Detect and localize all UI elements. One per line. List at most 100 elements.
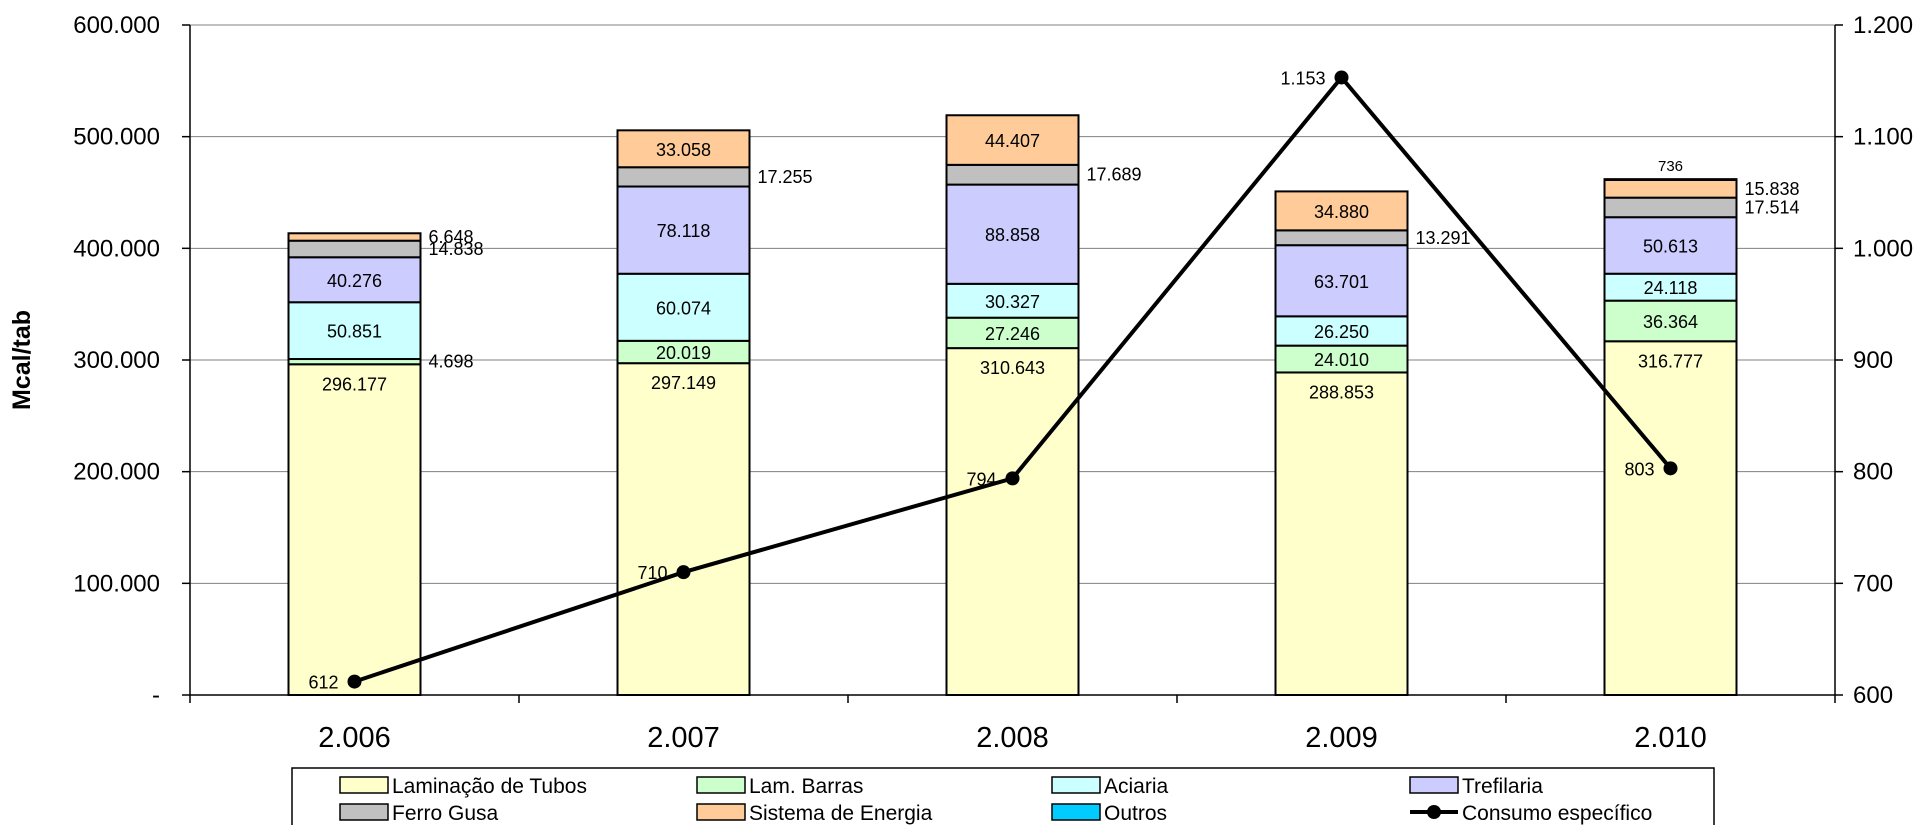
bar-data-label: 26.250 [1314,322,1369,342]
bar-segment [1274,244,1409,318]
y-axis-label: Mcal/tab [8,310,36,410]
y-tick-label: 600.000 [73,12,160,39]
x-tick-label: 2.008 [976,722,1049,754]
legend-box [291,767,1715,825]
bar-data-label: 316.777 [1638,351,1703,371]
bar-segment [287,301,422,361]
line-data-label: 710 [637,563,667,583]
bar-segment [287,363,422,696]
y2-tick-label: 600 [1853,682,1893,709]
bar-data-label: 24.010 [1314,350,1369,370]
bar-segment [945,316,1080,350]
bar-segment [616,362,751,696]
bar-segment [1274,229,1409,247]
bar-segment [287,232,422,242]
legend-label: Aciaria [1104,775,1169,798]
y-tick-label: 300.000 [73,347,160,374]
y-tick-label: 100.000 [73,570,160,597]
bar-data-label: 4.698 [429,352,474,372]
bar-data-label: 27.246 [985,324,1040,344]
legend-swatch [339,803,389,821]
bar-data-label: 296.177 [322,374,387,394]
legend-label: Lam. Barras [749,775,863,798]
legend-label: Outros [1104,802,1167,825]
line-point [1334,70,1349,85]
bar-segment [945,163,1080,186]
bar-segment [287,239,422,259]
bar-data-label: 30.327 [985,292,1040,312]
bar-stacks [287,114,1738,696]
legend-swatch [696,776,746,794]
bar-data-label: 60.074 [656,298,711,318]
bar-data-label: 44.407 [985,131,1040,151]
bar-segment [616,185,751,275]
legend-label: Ferro Gusa [392,802,499,825]
bar-segment [616,166,751,188]
bar-data-label: 310.643 [980,358,1045,378]
bar-data-label: 15.838 [1745,179,1800,199]
bar-data-label: 34.880 [1314,202,1369,222]
bar-segment [1603,272,1738,302]
bar-segment [1274,371,1409,696]
y2-tick-label: 1.100 [1853,124,1913,151]
axes: - 100.000 200.000 300.000 400.000 500.000 600.… [73,12,1913,754]
bar-segment [1603,178,1738,181]
bar-data-label: 736 [1658,158,1683,175]
legend-marker [1427,805,1441,819]
legend: Laminação de Tubos Lam. Barras Aciaria Tref… [291,767,1715,825]
line-data-label: 1.153 [1280,68,1325,88]
legend-label: Laminação de Tubos [392,775,587,798]
y2-tick-label: 700 [1853,570,1893,597]
bar-data-label: 6.648 [429,227,474,247]
bar-data-label: 24.118 [1644,278,1698,298]
line-point [1663,461,1678,476]
bar-segment [616,129,751,169]
bar-data-label: 17.514 [1745,197,1800,217]
x-tick-label: 2.010 [1634,722,1707,754]
bar-data-label: 63.701 [1314,272,1369,292]
line-data-label: 803 [1624,459,1654,479]
y-tick-label: 500.000 [73,124,160,151]
y2-tick-label: 900 [1853,347,1893,374]
bar-data-label: 17.255 [758,167,813,187]
x-tick-label: 2.006 [318,722,391,754]
bar-segment [1274,190,1409,232]
y-tick-label: 200.000 [73,459,160,486]
legend-swatch [1051,776,1101,794]
line-point [347,674,362,689]
bar-data-label: 33.058 [656,140,711,160]
y-tick-label: 400.000 [73,235,160,262]
bar-data-label: 20.019 [656,343,711,363]
bar-data-label: 40.276 [327,271,382,291]
bar-data-label: 17.689 [1087,165,1142,185]
legend-label: Consumo específico [1462,802,1652,825]
bar-data-label: 297.149 [651,373,716,393]
bar-data-label: 13.291 [1416,228,1471,248]
bar-segment [287,256,422,304]
bar-segment [1603,178,1738,199]
line-point [1005,471,1020,486]
bar-data-label: 36.364 [1643,312,1698,332]
legend-label: Trefilaria [1462,775,1543,798]
y2-tick-label: 1.200 [1853,12,1913,39]
line-data-label: 794 [966,469,996,489]
bar-segment [1603,299,1738,343]
bar-data-label: 50.613 [1643,236,1698,256]
line-series: 612 710 794 1.153 803 [308,68,1678,693]
bar-data-label: 88.858 [985,225,1040,245]
bar-segment [1603,196,1738,219]
bar-segment [1603,216,1738,275]
legend-swatch [696,803,746,821]
bar-segment [945,114,1080,166]
bar-segment [945,347,1080,696]
y2-tick-label: 1.000 [1853,235,1913,262]
line-point [676,565,691,580]
legend-swatch [1051,803,1101,821]
bar-data-label: 50.851 [327,322,382,342]
x-tick-label: 2.007 [647,722,720,754]
legend-swatch [1409,776,1459,794]
bar-data-label: 14.838 [429,239,484,259]
